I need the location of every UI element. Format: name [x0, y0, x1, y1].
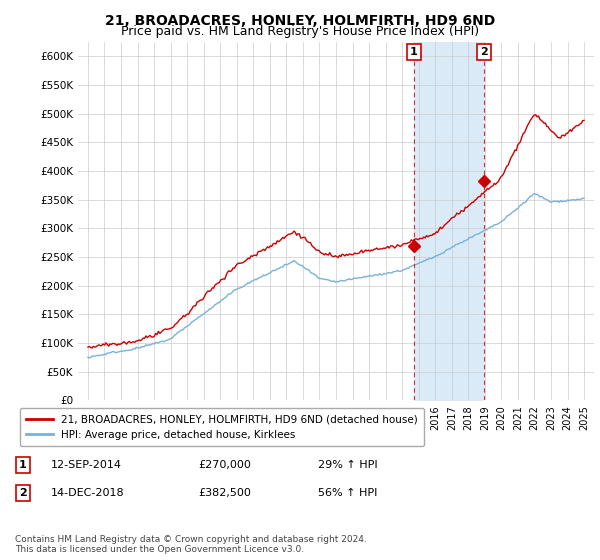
- Text: 1: 1: [19, 460, 26, 470]
- Legend: 21, BROADACRES, HONLEY, HOLMFIRTH, HD9 6ND (detached house), HPI: Average price,: 21, BROADACRES, HONLEY, HOLMFIRTH, HD9 6…: [20, 408, 424, 446]
- Text: 1: 1: [410, 48, 418, 57]
- Text: 2: 2: [480, 48, 488, 57]
- Text: Price paid vs. HM Land Registry's House Price Index (HPI): Price paid vs. HM Land Registry's House …: [121, 25, 479, 38]
- Text: 2: 2: [19, 488, 26, 498]
- Text: 29% ↑ HPI: 29% ↑ HPI: [318, 460, 377, 470]
- Text: 21, BROADACRES, HONLEY, HOLMFIRTH, HD9 6ND: 21, BROADACRES, HONLEY, HOLMFIRTH, HD9 6…: [105, 14, 495, 28]
- Text: £382,500: £382,500: [198, 488, 251, 498]
- Text: 14-DEC-2018: 14-DEC-2018: [51, 488, 125, 498]
- Text: £270,000: £270,000: [198, 460, 251, 470]
- Text: Contains HM Land Registry data © Crown copyright and database right 2024.
This d: Contains HM Land Registry data © Crown c…: [15, 535, 367, 554]
- Text: 56% ↑ HPI: 56% ↑ HPI: [318, 488, 377, 498]
- Text: 12-SEP-2014: 12-SEP-2014: [51, 460, 122, 470]
